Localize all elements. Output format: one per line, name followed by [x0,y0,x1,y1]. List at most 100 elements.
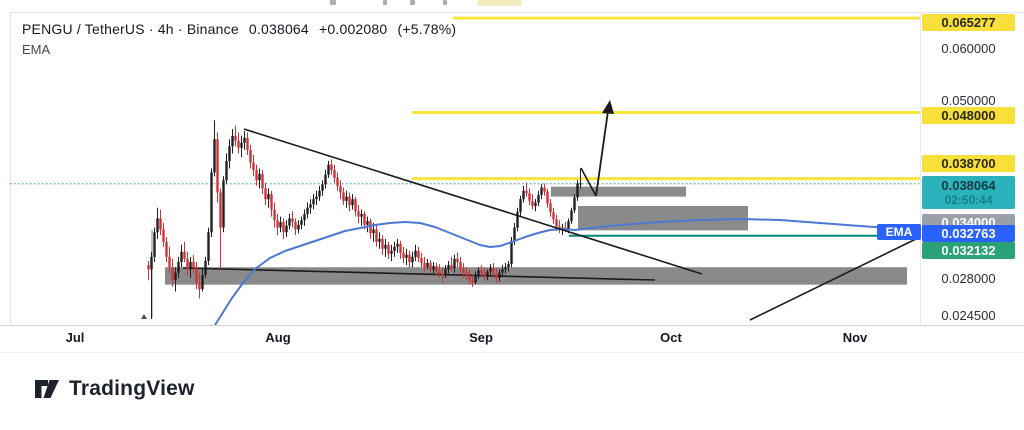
price-label-tick: 0.060000 [941,40,996,56]
candle-body [270,194,273,210]
candle-body [363,213,366,225]
candle-body [495,273,498,279]
pane-top-border [10,12,1024,13]
price-label-last-price-countdown: 0.038064 02:50:44 [922,176,1015,209]
candle-body [243,137,246,143]
projection-pullback-line [580,167,597,197]
time-axis-bottom-border [0,352,1024,353]
symbol-title[interactable]: PENGU / TetherUS · 4h · Binance [22,21,239,37]
candle-body [195,267,198,283]
candle-body [165,241,168,257]
pane-left-border [10,12,11,325]
candle-body [294,222,297,230]
last-price-value: 0.038064 [248,21,309,37]
candle-body [168,256,171,268]
candle-body [540,187,543,195]
candle-body [510,240,513,265]
descending-trendline [243,128,703,275]
candle-body [519,199,522,213]
candle-body [387,244,390,254]
candle-body [546,191,549,204]
price-scale-border [920,12,921,325]
price-label-tick: 0.028000 [941,270,996,286]
candle-body [219,192,222,228]
ema-line-tag: EMA [877,224,921,240]
base-line [182,267,656,281]
candle-body [477,270,480,275]
candle-body [492,268,495,274]
candle-body [318,190,321,197]
price-label-yellow-line-price: 0.048000 [922,107,1015,124]
candle-body [501,269,504,273]
candle-body [366,221,369,225]
candle-body [432,266,435,270]
candle-body [327,164,330,175]
candle-body [321,184,324,191]
candle-body [426,263,429,268]
candle-body [306,207,309,214]
candle-body [549,203,552,213]
candle-body [207,232,210,261]
candle-body [252,162,255,171]
time-axis-month-oct: Oct [660,330,682,345]
candle-body [459,261,462,270]
candle-body [417,250,420,258]
candle-body [264,188,267,200]
candle-body [372,229,375,234]
candle-body [228,146,231,161]
candle-body [315,196,318,200]
price-label-yellow-line-price: 0.038700 [922,155,1015,172]
candle-body [528,193,531,201]
cropped-toolbar-fragment [383,0,387,5]
price-label-ema-price: 0.032763 [922,225,1015,242]
symbol-header[interactable]: PENGU / TetherUS · 4h · Binance 0.038064… [22,21,462,37]
candle-body [150,256,153,270]
candle-body [192,261,195,268]
candle-body [468,275,471,281]
candle-body [312,199,315,205]
candle-body [552,212,555,220]
candle-body [237,140,240,148]
candle-body [411,256,414,262]
candle-body [534,202,537,207]
candle-body [186,258,189,270]
candle-body [153,232,156,257]
candle-body [159,218,162,230]
cropped-toolbar-fragment [330,0,336,5]
candle-body [273,209,276,221]
candle-body [330,164,333,171]
candle-body [240,142,243,148]
candle-body [255,170,258,181]
candle-body [384,244,387,249]
candle-body [408,254,411,262]
candle-body [234,135,237,141]
candle-body [288,218,291,226]
candle-body [174,272,177,281]
candle-body [516,212,519,228]
candle-body [513,227,516,241]
candle-body [543,187,546,192]
tradingview-logo[interactable]: TradingView [34,377,195,401]
price-label-horizontal-line-price: 0.032132 [922,242,1015,259]
time-axis-month-nov: Nov [842,330,868,345]
time-axis-month-aug: Aug [265,330,291,345]
tradingview-logo-icon [35,380,59,398]
cropped-toolbar-fragment [477,0,522,6]
supply-zone-upper [551,186,686,197]
candle-body [480,270,483,273]
candle-body [555,219,558,227]
candle-body [354,199,357,212]
candle-body [303,213,306,221]
candle-body [285,225,288,233]
indicator-legend-ema[interactable]: EMA [22,42,51,57]
candle-body [489,268,492,272]
candle-body [339,185,342,193]
candle-body [198,282,201,290]
candle-body [414,250,417,257]
candle-body [471,280,474,283]
candle-body [180,251,183,262]
projection-arrow-shaft [595,103,610,197]
candle-body [258,173,261,181]
candle-body [204,260,207,275]
